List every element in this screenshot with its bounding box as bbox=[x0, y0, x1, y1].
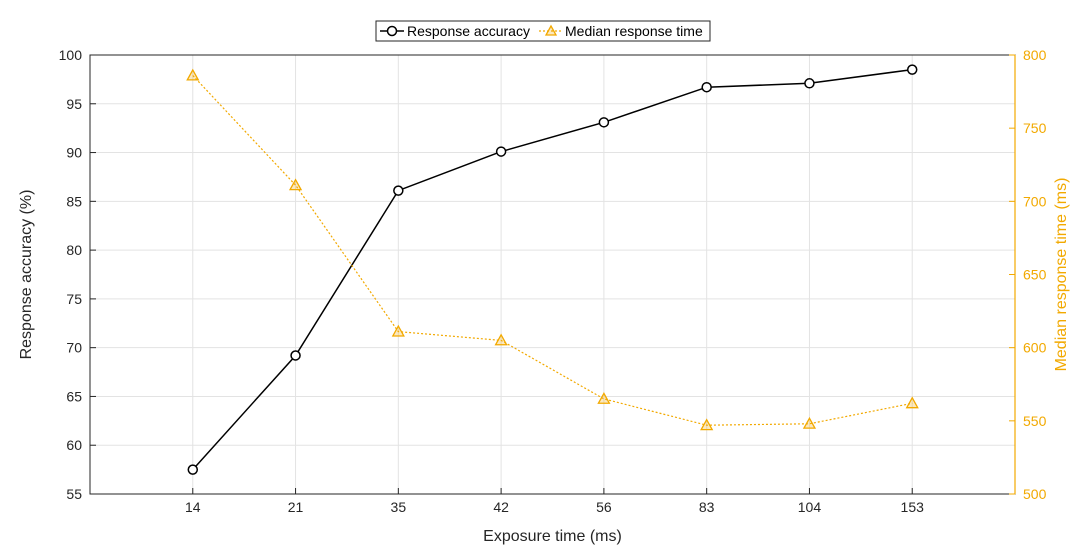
y2-axis-label: Median response time (ms) bbox=[1053, 178, 1070, 372]
legend-label-median-response-time: Median response time bbox=[565, 23, 703, 39]
y2-tick-label: 750 bbox=[1023, 120, 1047, 136]
legend-label-response-accuracy: Response accuracy bbox=[407, 23, 530, 39]
data-point-median-response-time bbox=[494, 333, 508, 346]
grid bbox=[90, 54, 1015, 495]
y-tick-label: 80 bbox=[66, 242, 82, 258]
y-tick-label: 95 bbox=[66, 96, 82, 112]
left-axis: 55 60 65 70 75 80 85 90 95 100 bbox=[59, 47, 96, 502]
right-axis: 500 550 600 650 700 750 800 bbox=[1009, 47, 1047, 502]
y-tick-label: 85 bbox=[66, 193, 82, 209]
y2-tick-label: 800 bbox=[1023, 47, 1047, 63]
y2-tick-label: 600 bbox=[1023, 340, 1047, 356]
x-tick-label: 83 bbox=[699, 499, 715, 515]
data-point-response-accuracy bbox=[906, 64, 918, 75]
x-tick-label: 56 bbox=[596, 499, 612, 515]
data-point-median-response-time bbox=[905, 396, 919, 409]
x-tick-label: 153 bbox=[901, 499, 925, 515]
data-point-median-response-time bbox=[186, 68, 200, 81]
data-point-median-response-time bbox=[288, 178, 303, 191]
data-point-response-accuracy bbox=[495, 146, 507, 157]
y2-tick-label: 650 bbox=[1023, 267, 1047, 283]
y-tick-label: 90 bbox=[66, 145, 82, 161]
series-line-median-response-time bbox=[192, 75, 913, 426]
data-point-median-response-time bbox=[700, 418, 714, 431]
y-tick-label: 75 bbox=[66, 291, 82, 307]
x-tick-label: 21 bbox=[288, 499, 304, 515]
y-axis-label: Response accuracy (%) bbox=[18, 190, 35, 360]
data-point-response-accuracy bbox=[701, 81, 712, 93]
bottom-axis: 14 21 35 42 56 83 104 153 bbox=[185, 488, 924, 515]
y-tick-label: 70 bbox=[66, 340, 82, 356]
series-layer bbox=[186, 64, 919, 475]
legend-marker-circle bbox=[386, 25, 398, 37]
y-tick-label: 55 bbox=[66, 486, 82, 502]
data-point-median-response-time bbox=[802, 416, 817, 429]
data-point-response-accuracy bbox=[598, 117, 610, 128]
data-point-response-accuracy bbox=[187, 464, 199, 475]
legend: Response accuracy Median response time bbox=[375, 20, 711, 42]
y-tick-label: 65 bbox=[66, 388, 82, 404]
y2-tick-label: 550 bbox=[1023, 413, 1047, 429]
data-point-median-response-time bbox=[391, 324, 405, 337]
x-tick-label: 35 bbox=[391, 499, 407, 515]
x-tick-label: 104 bbox=[798, 499, 822, 515]
y-tick-label: 100 bbox=[59, 47, 83, 63]
x-tick-label: 42 bbox=[493, 499, 509, 515]
data-point-response-accuracy bbox=[290, 350, 301, 361]
x-tick-label: 14 bbox=[185, 499, 201, 515]
series-line-response-accuracy bbox=[192, 68, 913, 471]
y-tick-label: 60 bbox=[66, 437, 82, 453]
y2-tick-label: 500 bbox=[1023, 486, 1047, 502]
data-point-median-response-time bbox=[597, 392, 611, 404]
x-axis-label: Exposure time (ms) bbox=[483, 528, 622, 545]
data-point-response-accuracy bbox=[804, 78, 815, 89]
legend-marker-triangle bbox=[544, 24, 558, 36]
y2-tick-label: 700 bbox=[1023, 193, 1047, 209]
data-point-response-accuracy bbox=[393, 185, 404, 196]
